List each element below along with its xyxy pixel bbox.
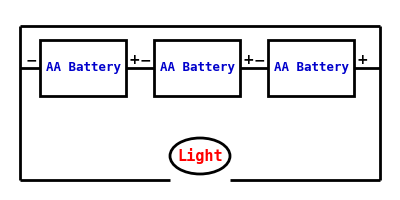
Text: −: −: [253, 53, 265, 67]
Text: −: −: [25, 53, 37, 67]
Text: AA Battery: AA Battery: [274, 62, 348, 74]
Bar: [154, 40, 240, 96]
Text: AA Battery: AA Battery: [46, 62, 120, 74]
Text: −: −: [139, 53, 151, 67]
Text: AA Battery: AA Battery: [160, 62, 234, 74]
Text: +: +: [357, 53, 369, 67]
Bar: [268, 40, 354, 96]
Text: +: +: [243, 53, 255, 67]
Bar: [40, 40, 126, 96]
Text: Light: Light: [177, 148, 223, 164]
Ellipse shape: [170, 138, 230, 174]
Text: +: +: [129, 53, 141, 67]
